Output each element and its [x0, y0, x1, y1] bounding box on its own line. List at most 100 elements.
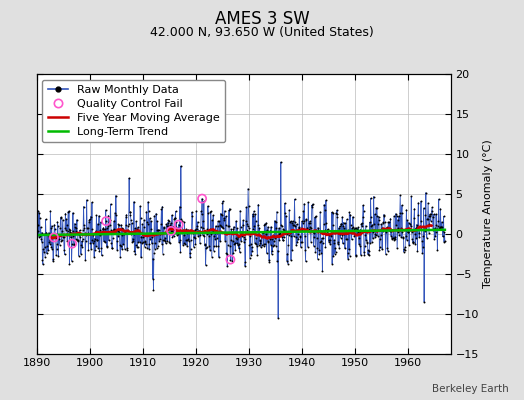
Point — [215, 222, 224, 229]
Point — [239, 234, 248, 240]
Point — [194, 228, 203, 234]
Point — [264, 238, 272, 244]
Point — [157, 206, 166, 212]
Point — [366, 195, 375, 202]
Point — [326, 237, 334, 244]
Point — [215, 218, 224, 224]
Point — [235, 249, 244, 255]
Point — [388, 235, 397, 241]
Point — [126, 212, 135, 218]
Point — [440, 239, 448, 245]
Point — [348, 214, 357, 220]
Point — [414, 230, 423, 236]
Point — [386, 228, 394, 234]
Point — [47, 225, 55, 232]
Point — [385, 227, 393, 233]
Point — [434, 196, 443, 202]
Point — [135, 229, 144, 236]
Point — [354, 224, 363, 230]
Point — [43, 232, 52, 239]
Point — [216, 210, 225, 217]
Point — [386, 216, 395, 222]
Point — [299, 208, 308, 214]
Point — [88, 199, 96, 206]
Point — [436, 224, 445, 230]
Point — [149, 287, 158, 293]
Point — [320, 207, 329, 213]
Point — [204, 210, 212, 216]
Point — [165, 217, 173, 224]
Point — [57, 214, 65, 220]
Point — [247, 241, 255, 247]
Point — [420, 299, 428, 305]
Point — [37, 236, 45, 242]
Point — [421, 228, 429, 234]
Point — [41, 216, 50, 222]
Point — [253, 252, 261, 258]
Point — [412, 235, 420, 242]
Point — [420, 205, 428, 211]
Point — [117, 225, 126, 232]
Point — [71, 220, 79, 227]
Point — [252, 218, 260, 224]
Point — [256, 238, 264, 244]
Point — [33, 230, 41, 237]
Point — [104, 222, 112, 229]
Point — [150, 212, 159, 219]
Point — [230, 241, 238, 248]
Point — [77, 234, 85, 240]
Point — [305, 225, 313, 232]
Point — [383, 245, 391, 252]
Point — [347, 228, 355, 235]
Point — [203, 231, 211, 238]
Point — [329, 210, 337, 216]
Point — [56, 225, 64, 231]
Point — [69, 210, 77, 216]
Point — [148, 233, 156, 240]
Point — [395, 232, 403, 238]
Point — [92, 242, 100, 249]
Point — [73, 237, 82, 243]
Point — [55, 236, 63, 243]
Point — [62, 226, 70, 233]
Point — [132, 218, 140, 224]
Point — [298, 239, 307, 246]
Point — [234, 234, 243, 240]
Point — [314, 246, 323, 253]
Point — [391, 210, 400, 217]
Point — [358, 214, 367, 220]
Point — [191, 240, 200, 247]
Point — [237, 229, 246, 235]
Point — [217, 223, 225, 230]
Point — [36, 215, 44, 221]
Point — [121, 229, 129, 236]
Point — [87, 246, 95, 252]
Point — [420, 226, 429, 232]
Point — [407, 223, 415, 229]
Point — [92, 212, 101, 218]
Point — [198, 196, 206, 202]
Point — [70, 242, 78, 249]
Point — [361, 232, 369, 238]
Point — [324, 230, 332, 237]
Point — [294, 224, 303, 231]
Point — [194, 232, 202, 239]
Point — [136, 239, 144, 245]
Point — [361, 243, 369, 250]
Point — [127, 217, 135, 223]
Point — [106, 201, 115, 207]
Point — [63, 237, 71, 244]
Point — [311, 249, 320, 255]
Point — [48, 223, 56, 229]
Point — [233, 236, 242, 242]
Point — [210, 233, 219, 239]
Point — [235, 245, 243, 252]
Point — [292, 242, 300, 248]
Point — [275, 231, 283, 238]
Point — [400, 246, 408, 253]
Point — [62, 222, 71, 228]
Point — [417, 218, 425, 224]
Point — [370, 221, 378, 228]
Point — [428, 204, 436, 211]
Point — [236, 224, 245, 230]
